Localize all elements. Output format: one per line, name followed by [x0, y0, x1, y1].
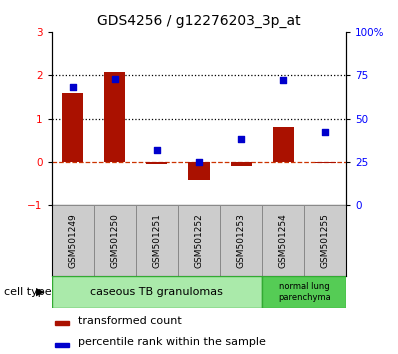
Text: transformed count: transformed count	[78, 316, 182, 326]
Point	[112, 76, 118, 81]
Bar	[104, 72, 125, 162]
Point	[238, 137, 244, 142]
Text: normal lung
parenchyma: normal lung parenchyma	[278, 282, 331, 302]
Text: GSM501249: GSM501249	[68, 213, 77, 268]
Bar	[52, 276, 262, 308]
Text: cell type: cell type	[4, 287, 52, 297]
Bar	[178, 205, 220, 276]
Point	[196, 159, 202, 165]
Bar	[273, 127, 294, 162]
Text: GSM501251: GSM501251	[152, 213, 162, 268]
Bar	[55, 321, 69, 325]
Bar	[262, 276, 346, 308]
Text: GSM501254: GSM501254	[279, 213, 288, 268]
Bar	[304, 205, 346, 276]
Point	[70, 85, 76, 90]
Bar	[220, 205, 262, 276]
Bar	[262, 205, 304, 276]
Bar	[230, 162, 252, 166]
Point	[154, 147, 160, 153]
Text: GSM501255: GSM501255	[321, 213, 330, 268]
Bar	[94, 205, 136, 276]
Text: GSM501252: GSM501252	[195, 213, 203, 268]
Title: GDS4256 / g12276203_3p_at: GDS4256 / g12276203_3p_at	[97, 14, 301, 28]
Point	[280, 78, 286, 83]
Bar	[55, 343, 69, 347]
Text: ▶: ▶	[35, 287, 44, 297]
Text: percentile rank within the sample: percentile rank within the sample	[78, 337, 266, 348]
Bar	[146, 162, 168, 164]
Text: GSM501250: GSM501250	[110, 213, 119, 268]
Bar	[52, 205, 94, 276]
Bar	[315, 162, 336, 163]
Bar	[189, 162, 209, 180]
Text: GSM501253: GSM501253	[236, 213, 246, 268]
Point	[322, 130, 328, 135]
Bar	[136, 205, 178, 276]
Text: caseous TB granulomas: caseous TB granulomas	[90, 287, 223, 297]
Bar	[62, 92, 83, 162]
